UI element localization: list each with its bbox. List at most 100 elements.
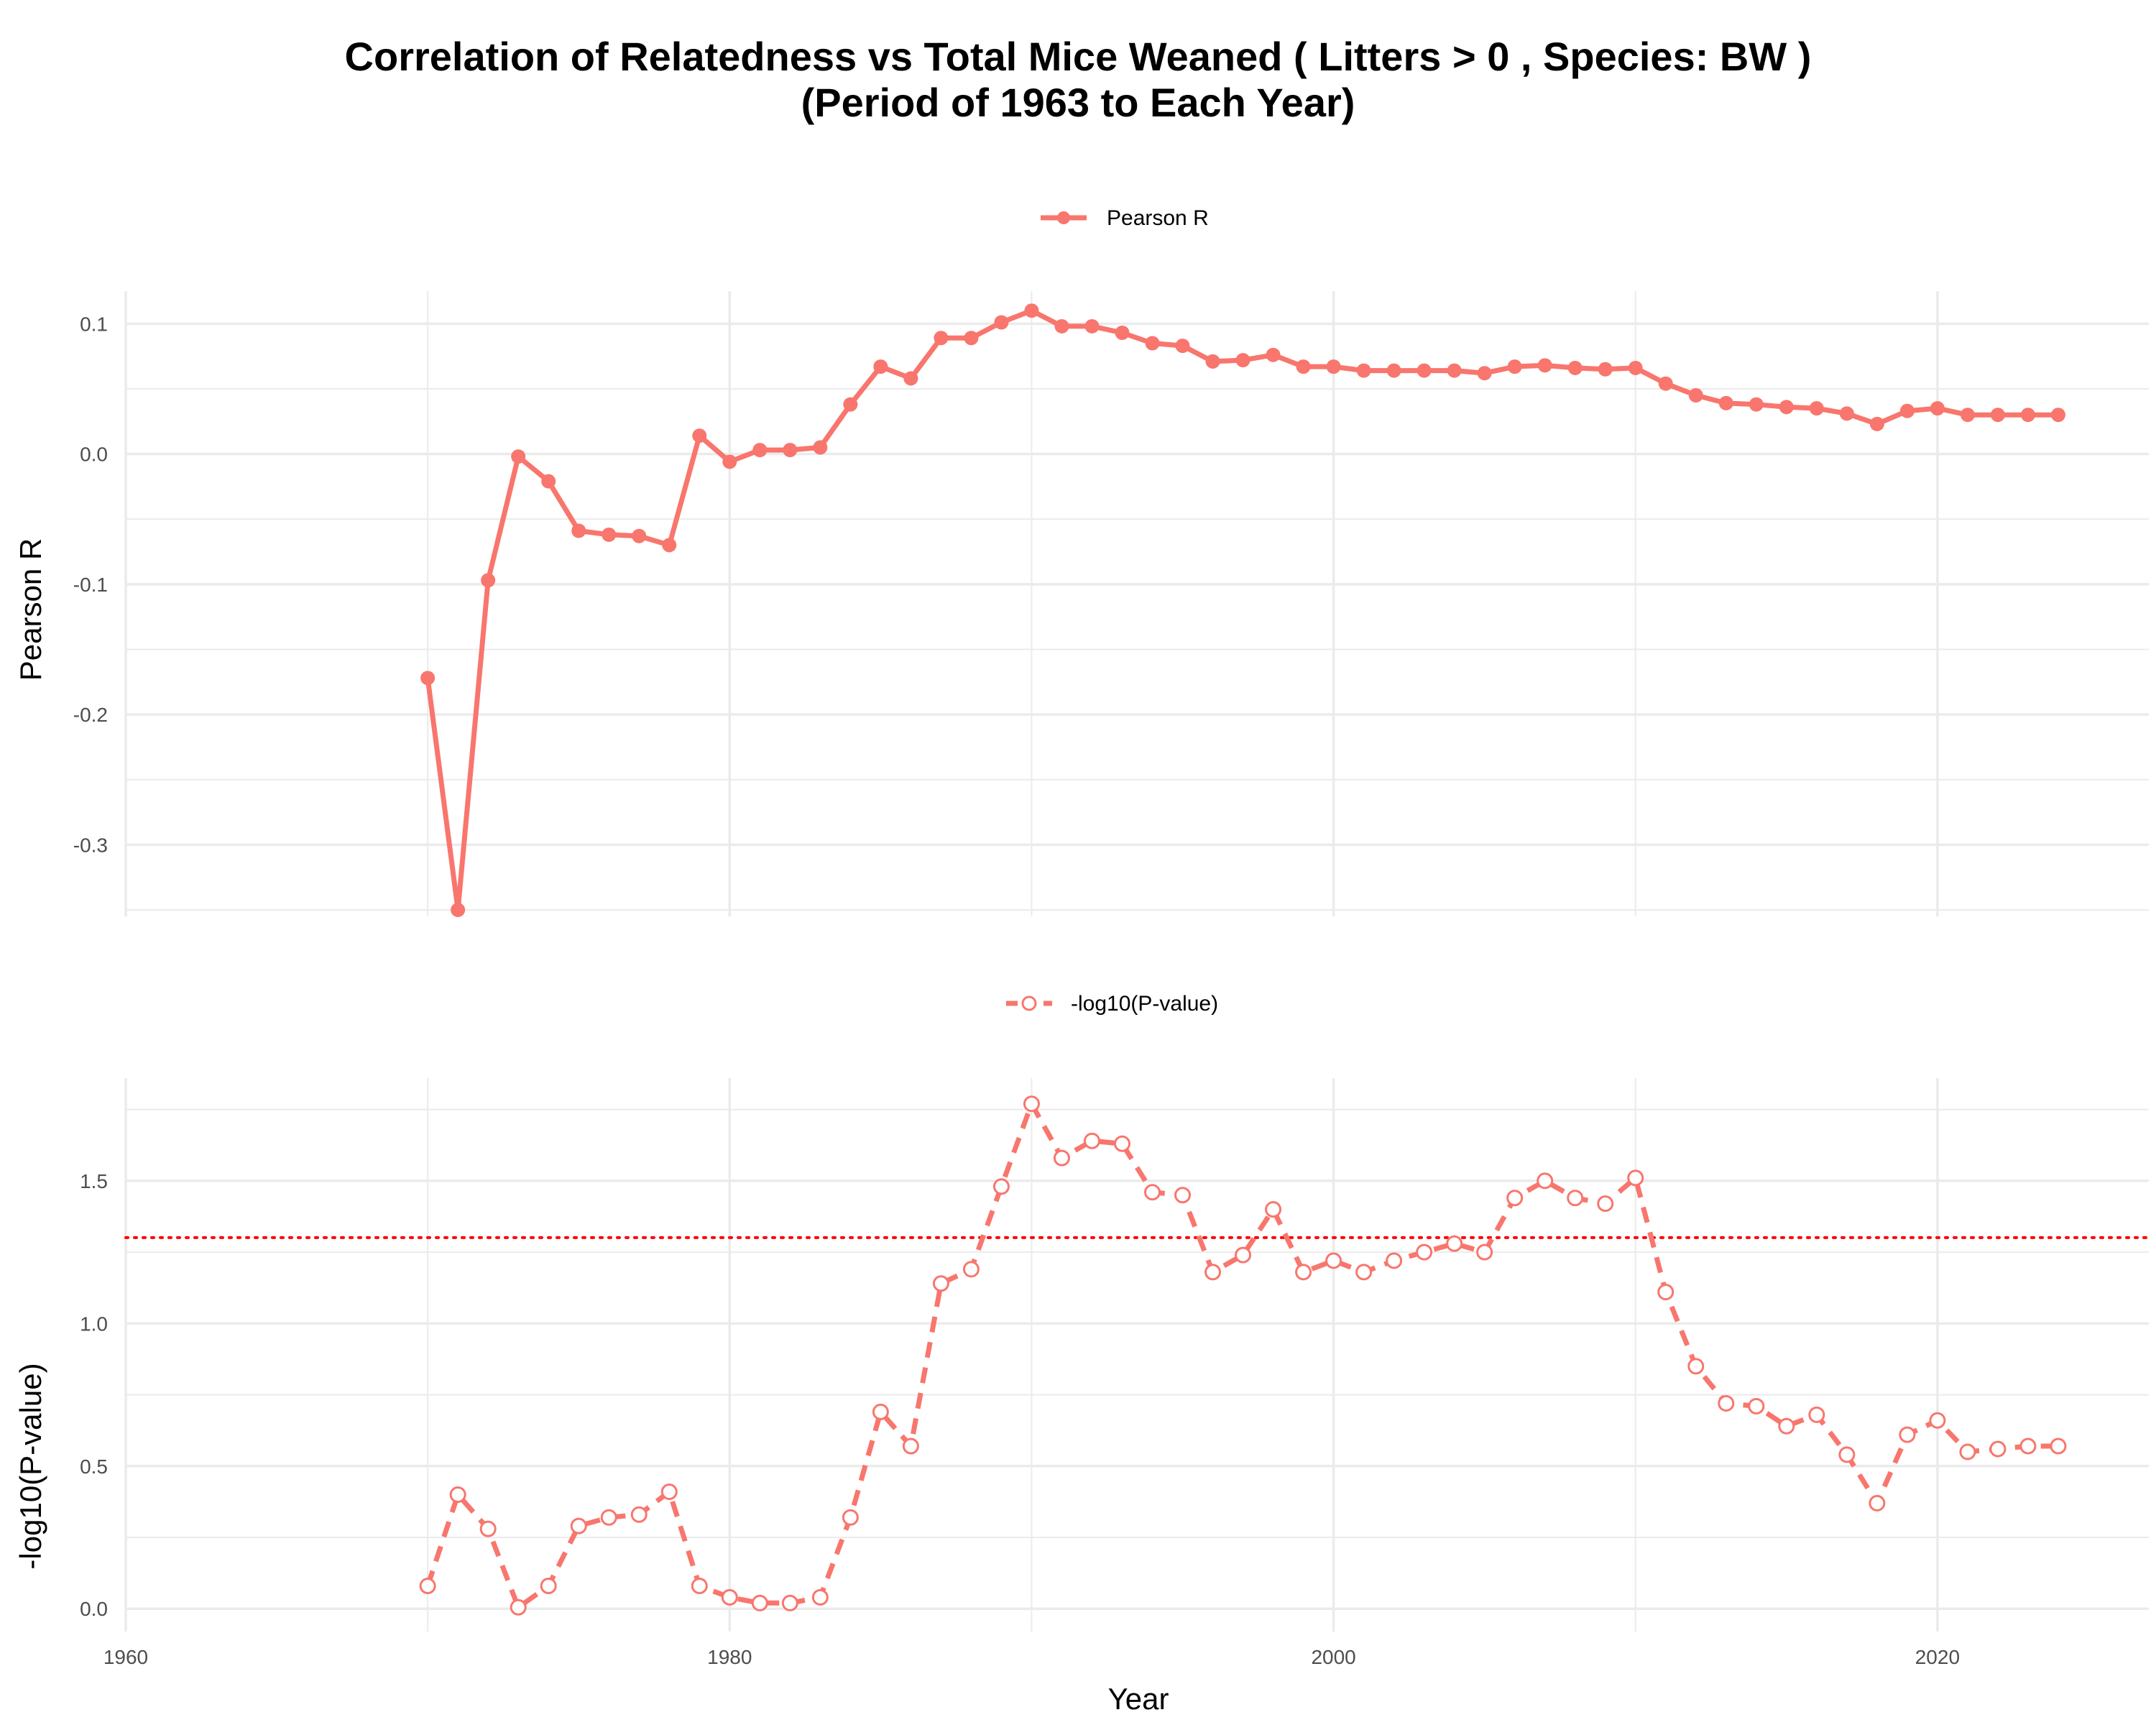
pvalue-point: [1204, 1264, 1222, 1281]
pearson-point: [1054, 318, 1069, 334]
pearson-point: [964, 331, 979, 346]
pvalue-y-tick-label: 1.0: [80, 1312, 108, 1335]
pearson-point: [1024, 303, 1039, 318]
pearson-point: [1930, 401, 1945, 416]
chart-title-line1: Correlation of Relatedness vs Total Mice…: [345, 34, 1812, 79]
pvalue-point: [1567, 1190, 1584, 1207]
pearson-point: [1658, 376, 1673, 391]
pvalue-point: [992, 1178, 1010, 1195]
pvalue-point: [1235, 1246, 1252, 1264]
pvalue-point: [872, 1403, 889, 1420]
pvalue-point: [1597, 1195, 1614, 1213]
pvalue-point: [449, 1486, 466, 1503]
pearson-point: [1477, 366, 1492, 381]
pearson-point: [2020, 408, 2035, 423]
x-axis-title: Year: [1108, 1682, 1169, 1716]
pvalue-y-tick-label: 0.5: [80, 1455, 108, 1478]
pvalue-point: [1265, 1201, 1282, 1218]
pearson-point: [843, 397, 858, 412]
pearson-point: [934, 331, 949, 346]
pvalue-point: [600, 1509, 617, 1526]
pvalue-point: [1748, 1397, 1765, 1414]
pearson-point: [1447, 363, 1462, 378]
pvalue-gridlines: [124, 1078, 2149, 1632]
pearson-point: [1386, 363, 1401, 378]
pearson-y-tick-label: -0.3: [73, 834, 108, 856]
pearson-point: [420, 671, 436, 686]
pvalue-point: [630, 1506, 648, 1523]
pvalue-point: [691, 1577, 708, 1594]
pearson-point: [1356, 363, 1371, 378]
pearson-point: [1990, 408, 2005, 423]
pearson-point: [1084, 318, 1100, 334]
pearson-point: [632, 528, 647, 543]
pearson-point: [1326, 359, 1341, 374]
pearson-point: [2050, 408, 2065, 423]
pvalue-point: [721, 1588, 738, 1606]
pvalue-point: [2050, 1438, 2067, 1455]
pvalue-point: [1386, 1252, 1403, 1269]
pearson-y-tick-label: -0.2: [73, 704, 108, 726]
pearson-point: [1718, 395, 1733, 410]
pearson-point: [1266, 347, 1281, 362]
pvalue-point: [1053, 1149, 1070, 1167]
x-tick-label: 2020: [1915, 1646, 1960, 1668]
pvalue-point: [570, 1517, 587, 1535]
pearson-point: [1688, 388, 1703, 402]
pvalue-point: [1808, 1406, 1825, 1423]
pearson-point: [1507, 359, 1522, 374]
pearson-legend-marker: [1057, 211, 1070, 224]
pvalue-point: [751, 1594, 768, 1611]
pvalue-panel: -log10(P-value) 0.0 0.5 1.0 1.5 1960 1980 200…: [14, 992, 2150, 1668]
pvalue-point: [660, 1484, 678, 1501]
pearson-point: [692, 428, 707, 443]
pvalue-point: [1657, 1284, 1674, 1301]
pvalue-point: [811, 1588, 829, 1606]
pearson-point: [481, 573, 496, 588]
pvalue-point: [962, 1261, 980, 1278]
pvalue-point: [1838, 1446, 1856, 1463]
pearson-point: [511, 449, 526, 464]
pearson-point: [1839, 406, 1854, 421]
pvalue-point: [1325, 1252, 1342, 1269]
pvalue-point: [479, 1520, 497, 1537]
pearson-point: [1628, 360, 1643, 375]
pvalue-legend-marker: [1021, 995, 1037, 1011]
chart-title-line2: (Period of 1963 to Each Year): [801, 80, 1355, 125]
pvalue-point: [1718, 1394, 1735, 1412]
pvalue-point: [1295, 1264, 1312, 1281]
pvalue-point: [1113, 1135, 1130, 1152]
pearson-point: [1749, 397, 1764, 412]
pvalue-point: [1989, 1440, 2007, 1458]
pearson-point: [1537, 358, 1552, 373]
pvalue-point: [1083, 1132, 1100, 1149]
pearson-point: [873, 359, 888, 374]
pvalue-point: [781, 1594, 798, 1611]
x-tick-label: 2000: [1311, 1646, 1355, 1668]
pearson-y-tick-label: 0.1: [80, 313, 108, 335]
pearson-point: [1296, 359, 1311, 374]
pearson-point: [1175, 339, 1190, 354]
pearson-point: [1567, 360, 1583, 375]
pearson-point: [1598, 362, 1613, 377]
pearson-point: [1205, 354, 1220, 369]
pearson-point: [1416, 363, 1432, 378]
pearson-point: [994, 315, 1009, 330]
pvalue-point: [1899, 1426, 1916, 1443]
pvalue-point: [510, 1598, 527, 1616]
pearson-point: [752, 443, 768, 458]
pvalue-point: [1627, 1169, 1644, 1187]
pvalue-series: [419, 1095, 2067, 1616]
pearson-legend-label: Pearson R: [1107, 206, 1209, 230]
pearson-point: [1779, 400, 1794, 415]
pearson-gridlines: [124, 291, 2149, 916]
pvalue-point: [902, 1438, 919, 1455]
pvalue-point: [1778, 1417, 1795, 1435]
pvalue-point: [540, 1577, 557, 1594]
pvalue-point: [932, 1275, 949, 1292]
pearson-y-axis-title: Pearson R: [14, 538, 47, 681]
pvalue-point: [1476, 1243, 1493, 1261]
pearson-panel: Pearson R -0.3 -0.2 -0.1 0.0 0.1 Pearson R: [14, 206, 2149, 917]
